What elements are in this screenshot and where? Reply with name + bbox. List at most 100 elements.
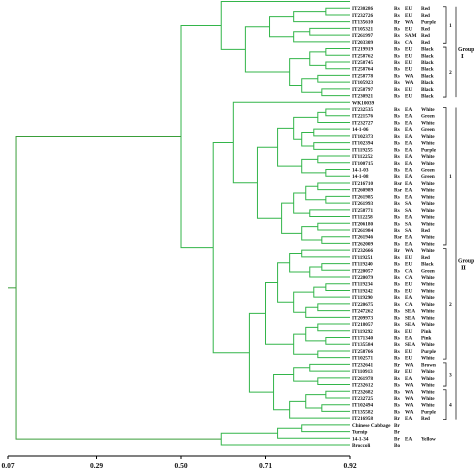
leaf-label-region: EU xyxy=(405,26,412,32)
leaf-label-region: EA xyxy=(405,147,412,153)
leaf-label-species: Rs xyxy=(394,60,400,66)
leaf-label-id: IT119234 xyxy=(352,282,373,288)
leaf-label-id: IT105923 xyxy=(352,80,373,86)
leaf-label-id: 14-1-06 xyxy=(352,127,369,133)
branch-merge-33 xyxy=(256,146,282,219)
leaf-label-region: WA xyxy=(405,362,414,368)
leaf-label-id: IT261978 xyxy=(352,376,373,382)
leaf-label-region: WA xyxy=(405,389,414,395)
leaf-label-color: White xyxy=(421,235,435,241)
branch-merge-18 xyxy=(301,132,314,147)
leaf-label-id: IT258764 xyxy=(352,67,373,73)
leaf-label-color: White xyxy=(421,315,435,321)
branch-merge-27 xyxy=(309,209,350,218)
leaf-label-color: Red xyxy=(421,228,430,234)
leaf-label-region: EU xyxy=(405,13,412,19)
leaf-label-id: IT102494 xyxy=(352,403,373,409)
x-axis: 0.07 0.29 0.50 0.71 0.92 xyxy=(1,455,357,470)
leaf-label-id: IT232726 xyxy=(352,13,373,19)
leaf-label-region: SA xyxy=(405,201,412,207)
leaf-label-species: Rs xyxy=(394,396,400,402)
leaf-label-color: White xyxy=(421,107,435,113)
leaf-label-id: IT218057 xyxy=(352,322,373,328)
leaf-label-species: Rs xyxy=(394,208,400,214)
branch-merge-31 xyxy=(301,226,322,241)
x-tick-label: 0.50 xyxy=(174,461,187,470)
leaf-label-color: Red xyxy=(421,255,430,261)
leaf-label-id: IT119255 xyxy=(352,147,373,153)
branch-merge-11 xyxy=(289,58,310,86)
leaf-label-species: Rs xyxy=(394,376,400,382)
branch-merge-47 xyxy=(305,326,326,342)
leaf-label-region: WA xyxy=(405,20,414,26)
leaf-label-region: EU xyxy=(405,349,412,355)
leaf-label-color: White xyxy=(421,403,435,409)
leaf-label-id: 14-1-03 xyxy=(352,168,369,174)
leaf-label-species: Rs xyxy=(394,13,400,19)
leaf-label-color: Red xyxy=(421,416,430,422)
branch-merge-50 xyxy=(265,281,294,345)
leaf-label-id: IT232641 xyxy=(352,362,373,368)
branch-merge-20 xyxy=(317,155,350,164)
branch-merge-1 xyxy=(293,11,350,23)
leaf-label-id: IT119240 xyxy=(352,262,373,268)
leaf-label-color: Pink xyxy=(421,329,431,335)
leaf-label-region: EA xyxy=(405,161,412,167)
leaf-label-region: EA xyxy=(405,188,412,194)
dendrogram-branches xyxy=(8,1,350,446)
leaf-label-id: IT232682 xyxy=(352,389,373,395)
leaf-label-species: Rs xyxy=(394,40,400,46)
leaf-label-species: Br xyxy=(394,430,400,436)
leaf-label-color: White xyxy=(421,369,435,375)
leaf-label-region: EA xyxy=(405,154,412,160)
branch-merge-8 xyxy=(317,74,350,83)
leaf-label-id: IT100715 xyxy=(352,161,373,167)
branch-merge-38 xyxy=(289,253,310,273)
leaf-label-species: Rs xyxy=(394,154,400,160)
leaf-label-region: EA xyxy=(405,215,412,221)
leaf-label-color: White xyxy=(421,194,435,200)
leaf-label-id: IT230921 xyxy=(352,94,373,100)
leaf-label-id: 14-1-34 xyxy=(352,436,369,442)
leaf-label-region: CA xyxy=(405,275,413,281)
branch-merge-52 xyxy=(317,377,350,386)
leaf-label-species: Rs xyxy=(394,215,400,221)
leaf-label-species: Rs xyxy=(394,141,400,147)
leaf-label-region: SA xyxy=(405,228,412,234)
leaf-label-region: EA xyxy=(405,235,412,241)
leaf-label-species: Rs xyxy=(394,53,400,59)
leaf-label-region: EU xyxy=(405,67,412,73)
leaf-label-color: Green xyxy=(421,168,435,174)
leaf-label-id: IT102571 xyxy=(352,356,373,362)
leaf-label-species: Rs xyxy=(394,73,400,79)
leaf-label-id: Turnip xyxy=(352,430,367,436)
branch-merge-58 xyxy=(273,373,294,411)
leaf-label-species: Rs xyxy=(394,134,400,140)
leaf-label-region: EA xyxy=(405,120,412,126)
leaf-label-id: IT220079 xyxy=(352,275,373,281)
leaf-label-region: EU xyxy=(405,288,412,294)
group-roman-numeral: Ⅱ xyxy=(461,266,466,272)
leaf-label-id: IT232535 xyxy=(352,107,373,113)
leaf-label-color: Red xyxy=(421,13,430,19)
leaf-label-id: IT258771 xyxy=(352,208,373,214)
subgroup-bracket xyxy=(443,6,447,44)
leaf-label-region: EA xyxy=(405,181,412,187)
leaf-label-id: IT262009 xyxy=(352,241,373,247)
branch-merge-55 xyxy=(321,404,350,412)
branch-merge-3 xyxy=(293,31,350,43)
leaf-label-region: SA xyxy=(405,208,412,214)
branch-merge-65 xyxy=(15,136,222,440)
leaf-label-species: Rs xyxy=(394,80,400,86)
leaf-label-region: EU xyxy=(405,356,412,362)
leaf-label-id: IT261997 xyxy=(352,33,373,39)
branch-merge-54 xyxy=(325,390,350,399)
leaf-label-color: White xyxy=(421,376,435,382)
branch-merge-57 xyxy=(289,400,350,419)
leaf-label-color: Green xyxy=(421,174,435,180)
leaf-label-species: Rs xyxy=(394,302,400,308)
leaf-label-id: IT216710 xyxy=(352,181,373,187)
leaf-label-color: Purple xyxy=(421,147,437,153)
leaf-label-id: IT261946 xyxy=(352,235,373,241)
